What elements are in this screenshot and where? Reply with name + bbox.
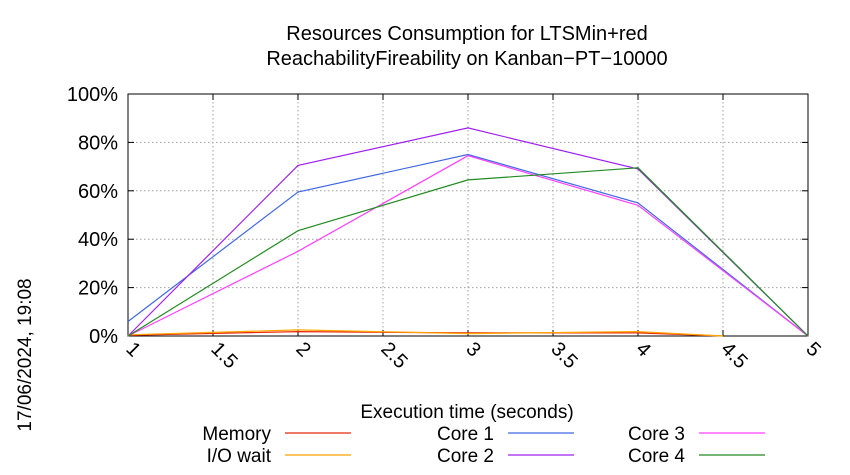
- y-tick-label: 20%: [78, 278, 118, 300]
- y-tick-label: 0%: [89, 326, 118, 348]
- series-line-core-4: [127, 167, 809, 337]
- y-tick-label: 40%: [78, 229, 118, 251]
- y-tick-label: 60%: [78, 181, 118, 203]
- legend-label-core-2: Core 2: [437, 446, 494, 467]
- x-tick-label: 2: [291, 338, 314, 361]
- grid: [128, 94, 808, 336]
- legend-label-core-4: Core 4: [628, 446, 685, 467]
- series-lines: [127, 127, 809, 337]
- legend-label-i-o-wait: I/O wait: [207, 446, 272, 467]
- x-tick-label: 1: [121, 338, 144, 361]
- legend-label-core-1: Core 1: [437, 424, 494, 445]
- legend-label-memory: Memory: [202, 424, 271, 445]
- series-line-core-1: [127, 153, 809, 337]
- x-tick-label: 4.5: [716, 338, 751, 373]
- legend-label-core-3: Core 3: [628, 424, 685, 445]
- x-axis-label: Execution time (seconds): [360, 402, 573, 423]
- x-tick-label: 5: [801, 338, 824, 361]
- x-tick-label: 1.5: [206, 338, 241, 373]
- chart-subtitle: ReachabilityFireability on Kanban−PT−100…: [266, 48, 667, 70]
- x-tick-label: 3.5: [546, 338, 581, 373]
- x-tick-label: 4: [631, 338, 654, 361]
- x-tick-label: 2.5: [376, 338, 411, 373]
- series-line-i-o-wait: [127, 329, 724, 337]
- x-tick-label: 3: [461, 338, 484, 361]
- y-tick-label: 100%: [67, 84, 118, 106]
- timestamp-label: 17/06/2024, 19:08: [15, 278, 36, 431]
- y-tick-label: 80%: [78, 132, 118, 154]
- chart-title: Resources Consumption for LTSMin+red: [286, 23, 647, 45]
- axis-ticks: 0% 20% 40% 60% 80% 100% 1 1.5 2 2.5 3 3.5 4 4.5 5: [67, 84, 825, 373]
- series-line-core-3: [127, 155, 809, 337]
- series-line-memory: [127, 330, 724, 337]
